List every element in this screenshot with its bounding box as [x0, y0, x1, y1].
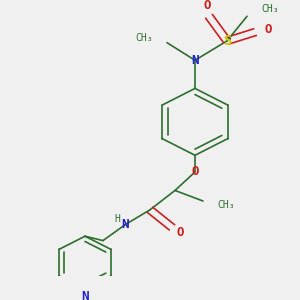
Text: O: O — [176, 226, 184, 239]
Text: O: O — [203, 0, 211, 12]
Text: CH₃: CH₃ — [261, 4, 279, 14]
Text: H: H — [114, 214, 120, 224]
Text: N: N — [121, 218, 129, 231]
Text: CH₃: CH₃ — [217, 200, 235, 209]
Text: N: N — [81, 290, 89, 300]
Text: O: O — [191, 166, 199, 178]
Text: O: O — [264, 23, 272, 36]
Text: S: S — [223, 34, 231, 48]
Text: N: N — [191, 54, 199, 67]
Text: CH₃: CH₃ — [135, 33, 153, 43]
